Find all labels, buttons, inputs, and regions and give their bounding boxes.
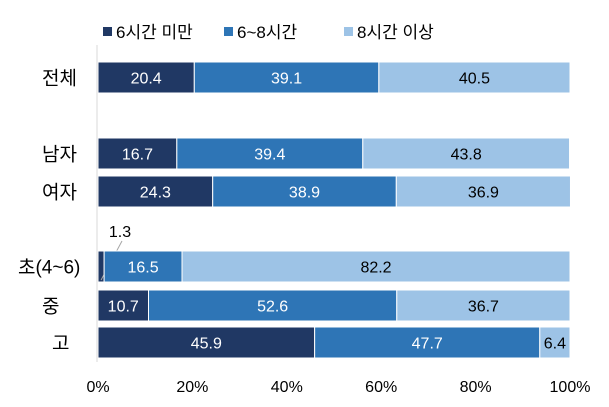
data-label-3-0: 1.3 bbox=[109, 224, 131, 241]
data-label-0-0: 20.4 bbox=[131, 71, 162, 88]
category-label-0: 전체 bbox=[42, 68, 77, 90]
data-label-3-2: 82.2 bbox=[360, 260, 391, 277]
legend-swatch-1 bbox=[224, 27, 233, 36]
bar-1-2 bbox=[362, 137, 571, 170]
x-tick-label-4: 80% bbox=[460, 379, 492, 396]
category-label-2: 여자 bbox=[42, 182, 77, 204]
bar-2-2 bbox=[395, 175, 571, 208]
bar-4-0 bbox=[97, 289, 150, 322]
bar-3-2 bbox=[181, 250, 571, 283]
category-label-3: 초(4~6) bbox=[18, 258, 80, 279]
data-label-2-2: 36.9 bbox=[468, 185, 499, 202]
data-label-3-1: 16.5 bbox=[128, 260, 159, 277]
data-label-1-2: 43.8 bbox=[451, 147, 482, 164]
data-label-5-1: 47.7 bbox=[412, 336, 443, 353]
data-label-4-1: 52.6 bbox=[257, 299, 288, 316]
x-tick-label-5: 100% bbox=[550, 379, 591, 396]
legend-label-1: 6~8시간 bbox=[237, 23, 297, 42]
legend-label-0: 6시간 미만 bbox=[116, 23, 193, 42]
data-label-4-2: 36.7 bbox=[468, 299, 499, 316]
bar-0-1 bbox=[193, 61, 380, 94]
data-label-0-2: 40.5 bbox=[459, 71, 490, 88]
legend-swatch-2 bbox=[344, 27, 353, 36]
x-tick-label-0: 0% bbox=[86, 379, 109, 396]
bar-3-0 bbox=[97, 250, 105, 283]
x-tick-label-2: 40% bbox=[271, 379, 303, 396]
data-label-1-0: 16.7 bbox=[122, 147, 153, 164]
data-label-2-1: 38.9 bbox=[289, 185, 320, 202]
data-label-4-0: 10.7 bbox=[108, 299, 139, 316]
legend-label-2: 8시간 이상 bbox=[357, 23, 434, 42]
category-label-4: 중 bbox=[42, 297, 59, 318]
category-label-5: 고 bbox=[52, 334, 69, 355]
x-tick-label-1: 20% bbox=[176, 379, 208, 396]
data-label-2-0: 24.3 bbox=[140, 185, 171, 202]
bar-4-2 bbox=[396, 289, 571, 322]
bar-3-1 bbox=[103, 250, 183, 283]
data-label-5-0: 45.9 bbox=[191, 336, 222, 353]
data-label-0-1: 39.1 bbox=[271, 71, 302, 88]
bar-0-2 bbox=[378, 61, 571, 94]
data-label-5-2: 6.4 bbox=[544, 336, 566, 353]
data-label-1-1: 39.4 bbox=[254, 147, 285, 164]
bar-5-1 bbox=[314, 326, 541, 359]
x-tick-label-3: 60% bbox=[365, 379, 397, 396]
bar-5-2 bbox=[539, 326, 571, 359]
category-label-1: 남자 bbox=[42, 144, 77, 166]
bar-5-0 bbox=[97, 326, 316, 359]
legend-swatch-0 bbox=[103, 27, 112, 36]
